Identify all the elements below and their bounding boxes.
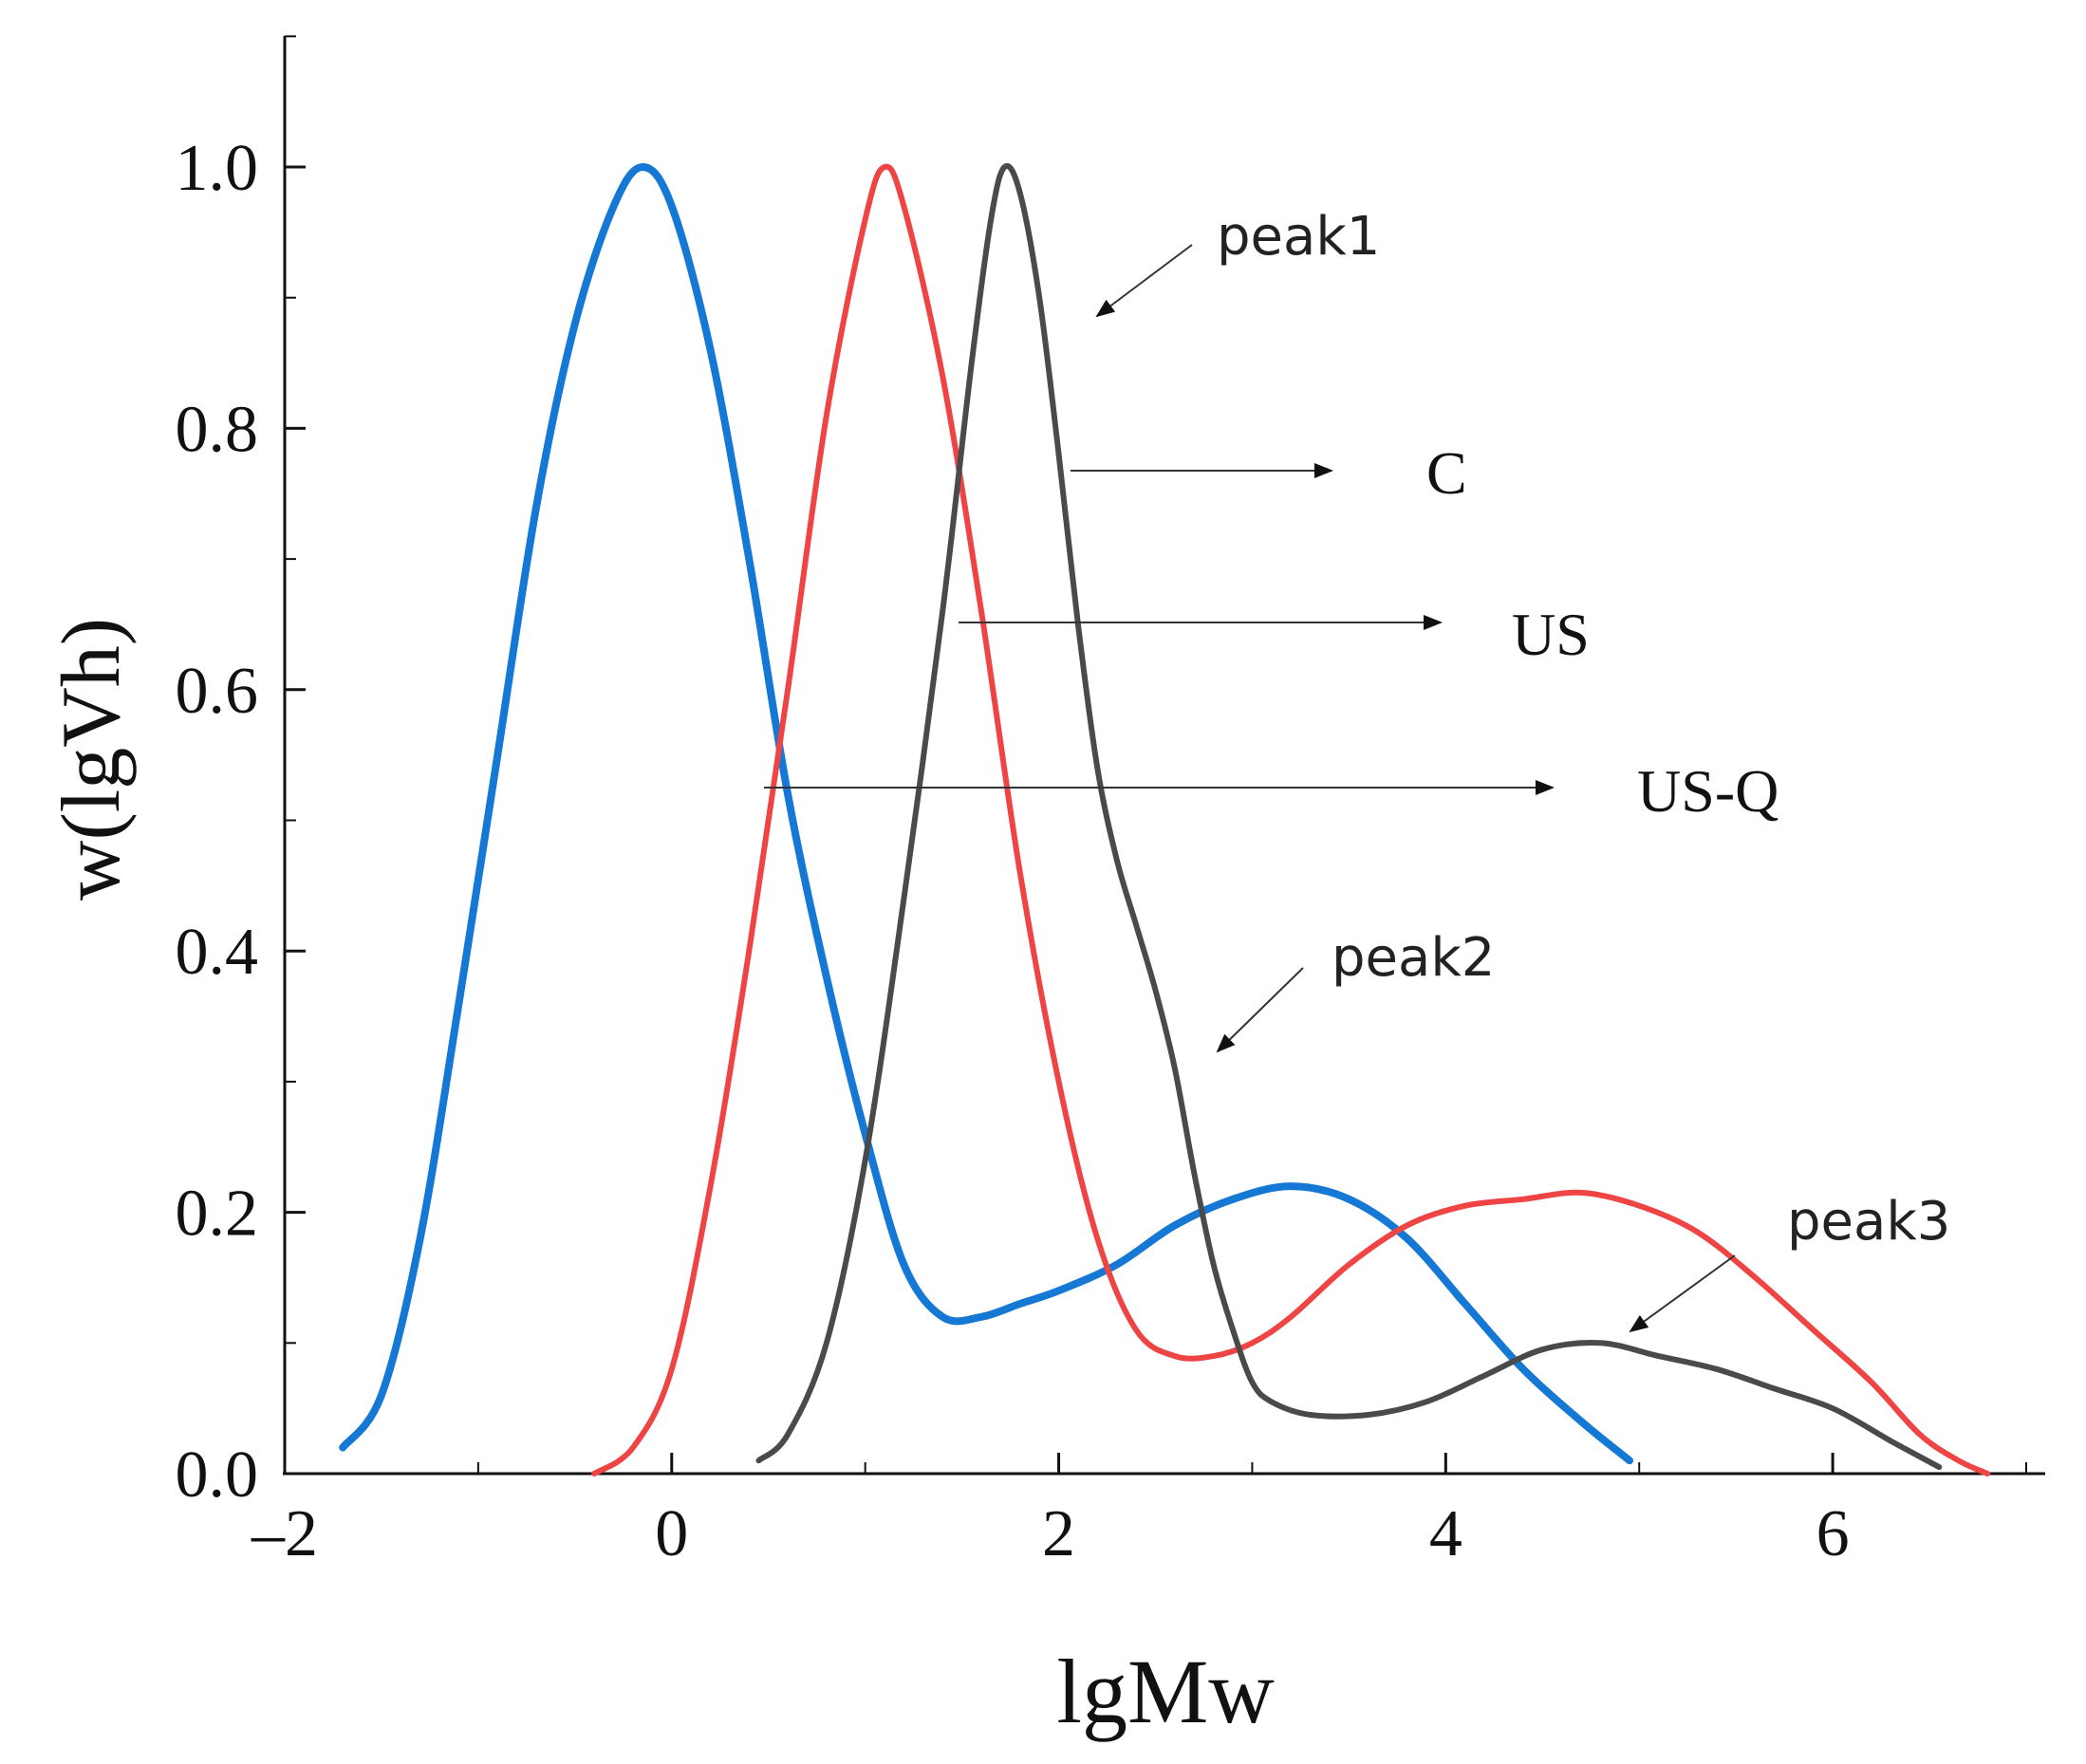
x-tick-label: 6 <box>1816 1497 1850 1570</box>
arrow-peak3 <box>1629 1254 1736 1333</box>
x-tick-label: 4 <box>1429 1497 1462 1570</box>
y-tick-label: 0.8 <box>176 393 259 466</box>
plot-area: 0.0 0.2 0.4 0.6 0.8 1.0 –2 0 2 4 6 <box>176 35 2045 1570</box>
label-peak3: peak3 <box>1787 1191 1950 1253</box>
x-axis-title: lgMw <box>1056 1641 1274 1742</box>
annotation-peak1: peak1 <box>1095 206 1380 318</box>
annotation-us-q: US-Q <box>764 757 1779 825</box>
label-peak1: peak1 <box>1217 206 1380 268</box>
annotation-us: US <box>959 601 1590 668</box>
y-tick-label: 1.0 <box>176 132 259 205</box>
label-us: US <box>1512 601 1590 668</box>
annotation-peak2: peak2 <box>1216 927 1495 1053</box>
annotation-c: C <box>1071 439 1467 507</box>
series-line-us-q <box>339 163 1633 1465</box>
annotation-peak3: peak3 <box>1629 1191 1950 1333</box>
y-axis-title: w(lgVh) <box>46 618 138 901</box>
series-line-us <box>591 163 1991 1476</box>
arrow-peak1 <box>1095 244 1193 318</box>
series-line-c <box>755 162 1943 1471</box>
label-c: C <box>1426 439 1467 507</box>
y-tick-label: 0.4 <box>176 916 259 989</box>
label-peak2: peak2 <box>1332 927 1495 989</box>
y-tick-label: 0.0 <box>176 1439 259 1512</box>
y-tick-label: 0.2 <box>176 1178 259 1251</box>
label-us-q: US-Q <box>1637 757 1779 825</box>
arrow-peak2 <box>1216 967 1304 1053</box>
x-tick-label: –2 <box>251 1497 318 1570</box>
x-tick-label: 0 <box>655 1497 688 1570</box>
series-layer <box>339 162 1991 1476</box>
x-tick-label: 2 <box>1042 1497 1075 1570</box>
ticks: 0.0 0.2 0.4 0.6 0.8 1.0 –2 0 2 4 6 <box>176 35 2027 1570</box>
y-tick-label: 0.6 <box>176 655 259 728</box>
